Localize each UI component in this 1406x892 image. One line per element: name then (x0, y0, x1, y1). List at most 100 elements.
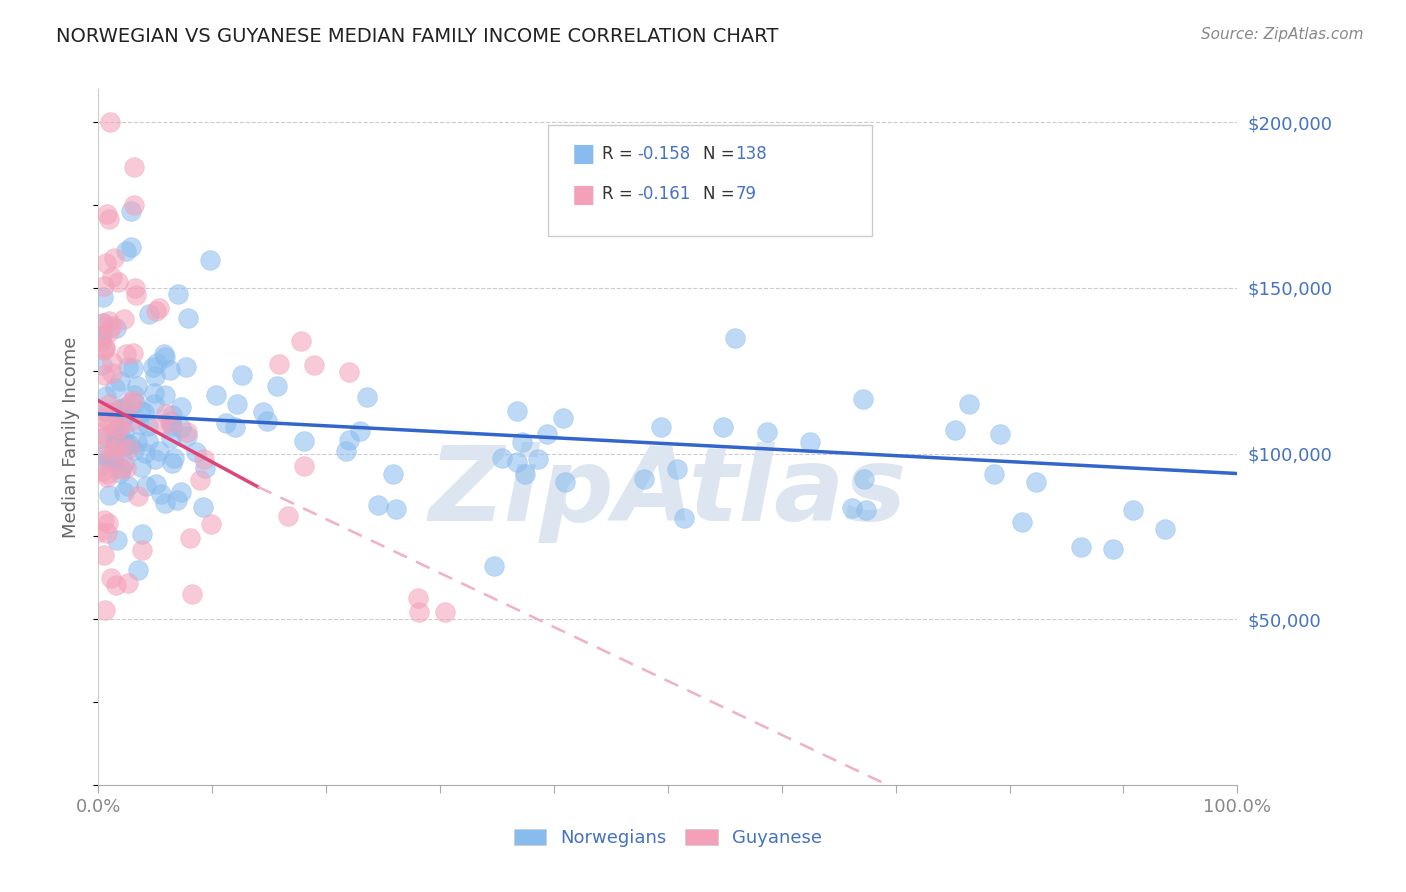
Point (93, 411, 115, 425)
Point (101, 447, 124, 461)
Y-axis label: Median Family Income: Median Family Income (62, 336, 80, 538)
Point (127, 489, 149, 503)
Point (153, 496, 176, 510)
Point (190, 473, 212, 487)
Point (385, 501, 408, 516)
Point (277, 509, 299, 524)
Point (224, 420, 246, 434)
Text: 138: 138 (735, 145, 768, 163)
Point (1102, 542, 1125, 557)
Point (122, 443, 145, 458)
Point (98, 313, 121, 327)
Point (90, 328, 112, 343)
Point (131, 460, 153, 475)
Point (91, 464, 114, 478)
Point (711, 420, 734, 434)
Point (104, 404, 127, 418)
Point (176, 360, 198, 375)
Point (181, 587, 204, 601)
Point (148, 301, 170, 315)
Text: R =: R = (602, 145, 638, 163)
Point (97, 488, 120, 502)
Point (100, 115, 122, 129)
Point (90, 444, 112, 458)
Point (115, 347, 138, 361)
Point (132, 405, 155, 419)
Point (506, 403, 529, 417)
Point (112, 485, 135, 500)
Point (118, 441, 141, 455)
Point (107, 420, 129, 434)
Point (666, 462, 689, 476)
Point (526, 451, 548, 466)
Point (111, 400, 134, 414)
Point (143, 397, 166, 411)
Point (159, 417, 181, 431)
Point (127, 434, 149, 449)
Point (672, 511, 695, 525)
Point (160, 418, 183, 433)
Point (143, 368, 166, 383)
Point (148, 417, 170, 432)
Point (292, 458, 315, 473)
Point (162, 409, 184, 423)
Point (266, 378, 288, 392)
Point (94, 429, 117, 443)
Point (160, 431, 183, 445)
Point (101, 270, 124, 285)
Point (117, 479, 139, 493)
Point (553, 411, 575, 425)
Point (131, 543, 153, 558)
Point (170, 421, 193, 435)
Text: -0.158: -0.158 (637, 145, 690, 163)
Point (943, 423, 966, 437)
Point (96, 207, 118, 221)
Point (108, 466, 131, 480)
Point (159, 363, 181, 377)
Point (148, 444, 170, 458)
Point (108, 401, 131, 416)
Point (104, 434, 127, 448)
Point (145, 476, 167, 491)
Point (96, 525, 118, 540)
Point (799, 434, 821, 449)
Point (138, 307, 160, 321)
Text: ■: ■ (572, 183, 596, 206)
Point (177, 311, 200, 326)
Point (650, 420, 672, 434)
Point (108, 374, 131, 388)
Point (108, 424, 131, 438)
Point (94, 603, 117, 617)
Point (755, 425, 778, 439)
Point (97, 211, 120, 226)
Point (91, 343, 114, 358)
Point (200, 253, 222, 268)
Point (633, 472, 655, 486)
Point (136, 418, 159, 433)
Point (150, 487, 173, 501)
Point (91, 290, 114, 304)
Point (91, 316, 114, 330)
Point (90, 458, 112, 473)
Point (110, 461, 132, 475)
Point (90, 358, 112, 372)
Point (337, 365, 360, 379)
Point (124, 396, 146, 410)
Point (215, 416, 238, 430)
Point (408, 591, 430, 606)
Point (120, 413, 142, 427)
Point (337, 433, 360, 447)
Point (231, 368, 253, 382)
Point (176, 429, 198, 443)
Text: NORWEGIAN VS GUYANESE MEDIAN FAMILY INCOME CORRELATION CHART: NORWEGIAN VS GUYANESE MEDIAN FAMILY INCO… (56, 27, 779, 45)
Point (170, 485, 193, 500)
Point (115, 437, 138, 451)
Point (841, 501, 863, 516)
Point (93, 548, 115, 562)
Point (98, 452, 121, 467)
Point (434, 605, 457, 619)
Point (101, 354, 124, 368)
Point (983, 467, 1005, 482)
Point (105, 436, 128, 450)
Point (104, 448, 127, 462)
